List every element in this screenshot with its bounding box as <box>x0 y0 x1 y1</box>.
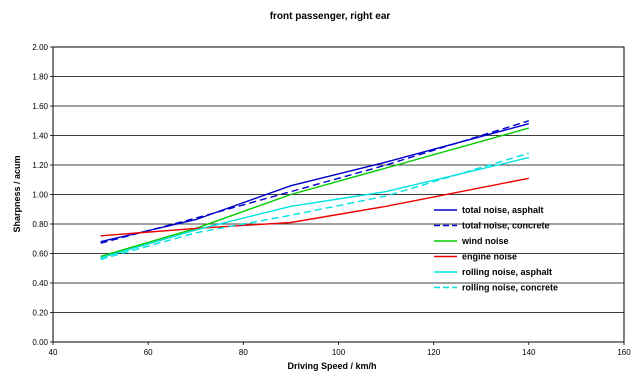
x-tick-label: 160 <box>617 348 631 357</box>
y-tick-label: 0.60 <box>32 250 48 259</box>
x-axis-label: Driving Speed / km/h <box>287 361 376 371</box>
y-tick-label: 1.00 <box>32 191 48 200</box>
legend: total noise, asphalt total noise, concret… <box>434 205 558 293</box>
y-axis-label: Sharpness / acum <box>12 155 22 232</box>
legend-label-6: rolling noise, concrete <box>462 283 558 293</box>
legend-label-2: total noise, concrete <box>462 221 550 231</box>
y-tick-label: 1.80 <box>32 73 48 82</box>
legend-label-3: wind noise <box>461 236 509 246</box>
ticks: 0.00 0.20 0.40 0.60 0.80 1.00 1.20 1.40 1.60 1.80… <box>32 43 631 357</box>
series-line-3 <box>100 127 529 258</box>
y-tick-label: 0.40 <box>32 279 48 288</box>
y-tick-label: 1.60 <box>32 102 48 111</box>
series-line-5 <box>100 156 529 259</box>
legend-label-4: engine noise <box>462 252 517 262</box>
series-line-4 <box>100 177 529 237</box>
x-tick-label: 140 <box>522 348 536 357</box>
series-line-1 <box>100 123 529 243</box>
y-tick-label: 0.00 <box>32 338 48 347</box>
grid <box>53 46 624 343</box>
y-tick-label: 2.00 <box>32 43 48 52</box>
legend-label-1: total noise, asphalt <box>462 205 544 215</box>
legend-label-5: rolling noise, asphalt <box>462 267 552 277</box>
x-tick-label: 80 <box>239 348 248 357</box>
x-tick-label: 100 <box>332 348 346 357</box>
series-lines <box>100 120 530 261</box>
x-tick-label: 60 <box>144 348 153 357</box>
y-tick-label: 1.40 <box>32 132 48 141</box>
chart-title: front passenger, right ear <box>270 11 391 22</box>
x-tick-label: 40 <box>49 348 58 357</box>
y-tick-label: 0.80 <box>32 220 48 229</box>
y-tick-label: 1.20 <box>32 161 48 170</box>
y-tick-label: 0.20 <box>32 309 48 318</box>
series-line-6 <box>100 152 530 261</box>
series-line-2 <box>100 120 530 244</box>
x-tick-label: 120 <box>427 348 441 357</box>
